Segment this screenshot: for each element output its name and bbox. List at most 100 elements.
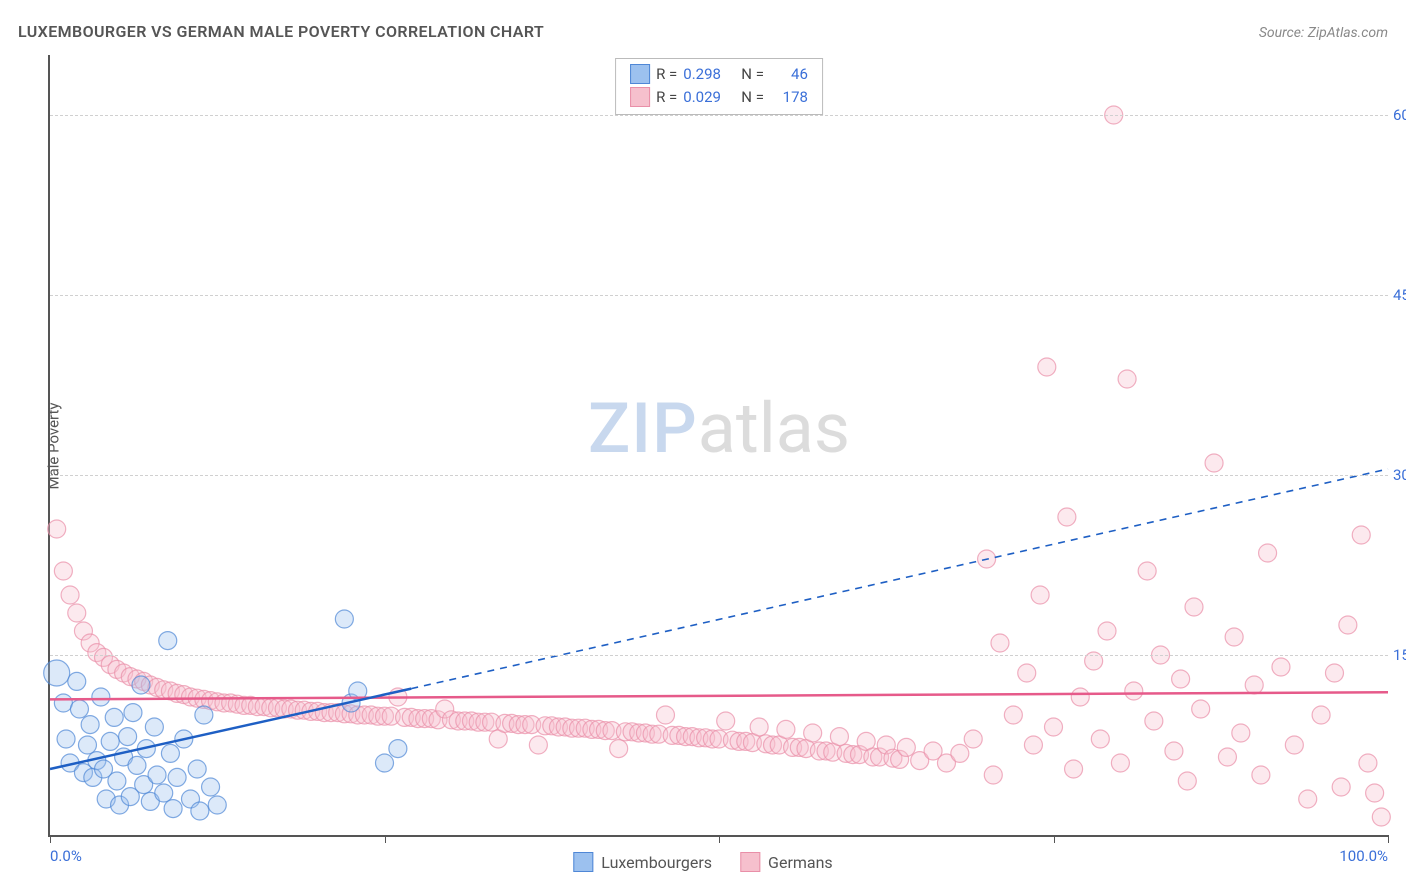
r-label: R = bbox=[656, 86, 677, 109]
scatter-point bbox=[44, 660, 70, 686]
scatter-point bbox=[897, 738, 915, 756]
scatter-point bbox=[656, 706, 674, 724]
scatter-point bbox=[1285, 736, 1303, 754]
scatter-point bbox=[830, 728, 848, 746]
scatter-point bbox=[1111, 754, 1129, 772]
scatter-point bbox=[1332, 778, 1350, 796]
scatter-point bbox=[777, 720, 795, 738]
scatter-point bbox=[54, 562, 72, 580]
scatter-point bbox=[68, 672, 86, 690]
legend-swatch bbox=[630, 87, 650, 107]
scatter-point bbox=[717, 712, 735, 730]
scatter-point bbox=[1245, 676, 1263, 694]
scatter-point bbox=[1004, 706, 1022, 724]
scatter-point bbox=[1325, 664, 1343, 682]
scatter-point bbox=[108, 772, 126, 790]
legend-label: Luxembourgers bbox=[601, 853, 712, 872]
scatter-point bbox=[1178, 772, 1196, 790]
n-value: 46 bbox=[770, 63, 808, 86]
scatter-point bbox=[1232, 724, 1250, 742]
scatter-point bbox=[1366, 784, 1384, 802]
scatter-point bbox=[81, 716, 99, 734]
scatter-point bbox=[1259, 544, 1277, 562]
scatter-point bbox=[202, 778, 220, 796]
scatter-point bbox=[1299, 790, 1317, 808]
x-tick bbox=[385, 835, 386, 843]
scatter-point bbox=[1118, 370, 1136, 388]
scatter-point bbox=[48, 520, 66, 538]
correlation-row: R = 0.298 N = 46 bbox=[630, 63, 808, 86]
legend-label: Germans bbox=[768, 853, 833, 872]
scatter-point bbox=[1272, 658, 1290, 676]
correlation-box: R =0.298N =46R =0.029N =178 bbox=[615, 58, 823, 115]
scatter-point bbox=[128, 756, 146, 774]
x-tick bbox=[1388, 835, 1389, 843]
scatter-point bbox=[191, 802, 209, 820]
scatter-point bbox=[208, 796, 226, 814]
legend-item: Luxembourgers bbox=[573, 852, 712, 872]
x-tick bbox=[1054, 835, 1055, 843]
scatter-point bbox=[168, 768, 186, 786]
scatter-point bbox=[132, 676, 150, 694]
scatter-point bbox=[1125, 682, 1143, 700]
scatter-point bbox=[610, 740, 628, 758]
x-tick-label: 100.0% bbox=[1339, 847, 1388, 865]
scatter-point bbox=[1372, 808, 1390, 826]
header-row: LUXEMBOURGER VS GERMAN MALE POVERTY CORR… bbox=[18, 22, 1388, 41]
scatter-point bbox=[1071, 688, 1089, 706]
n-label: N = bbox=[741, 63, 764, 86]
scatter-point bbox=[1038, 358, 1056, 376]
scatter-point bbox=[1225, 628, 1243, 646]
scatter-point bbox=[1339, 616, 1357, 634]
scatter-point bbox=[155, 784, 173, 802]
scatter-point bbox=[54, 694, 72, 712]
scatter-point bbox=[1192, 700, 1210, 718]
bottom-legend: Luxembourgers Germans bbox=[573, 852, 832, 872]
scatter-point bbox=[1218, 748, 1236, 766]
n-value: 178 bbox=[770, 86, 808, 109]
scatter-point bbox=[389, 740, 407, 758]
x-tick bbox=[50, 835, 51, 843]
scatter-point bbox=[124, 704, 142, 722]
scatter-point bbox=[529, 736, 547, 754]
r-label: R = bbox=[656, 63, 677, 86]
legend-swatch bbox=[630, 64, 650, 84]
grid-line bbox=[50, 655, 1388, 656]
scatter-point bbox=[92, 688, 110, 706]
y-tick-label: 45.0% bbox=[1393, 286, 1406, 304]
source-credit: Source: ZipAtlas.com bbox=[1259, 25, 1388, 41]
plot-wrap: ZIPatlas R =0.298N =46R =0.029N =178 15.… bbox=[48, 55, 1388, 837]
y-tick-label: 60.0% bbox=[1393, 106, 1406, 124]
scatter-point bbox=[1352, 526, 1370, 544]
scatter-point bbox=[984, 766, 1002, 784]
scatter-point bbox=[804, 724, 822, 742]
grid-line bbox=[50, 475, 1388, 476]
scatter-point bbox=[1045, 718, 1063, 736]
scatter-point bbox=[1172, 670, 1190, 688]
scatter-point bbox=[991, 634, 1009, 652]
scatter-point bbox=[1359, 754, 1377, 772]
scatter-point bbox=[335, 610, 353, 628]
scatter-point bbox=[376, 754, 394, 772]
r-value: 0.298 bbox=[683, 63, 735, 86]
scatter-point bbox=[1165, 742, 1183, 760]
scatter-point bbox=[105, 708, 123, 726]
scatter-point bbox=[145, 718, 163, 736]
scatter-point bbox=[1031, 586, 1049, 604]
scatter-point bbox=[951, 744, 969, 762]
scatter-point bbox=[1098, 622, 1116, 640]
scatter-point bbox=[101, 732, 119, 750]
scatter-point bbox=[195, 706, 213, 724]
scatter-point bbox=[1138, 562, 1156, 580]
scatter-point bbox=[1018, 664, 1036, 682]
scatter-point bbox=[161, 744, 179, 762]
scatter-point bbox=[61, 586, 79, 604]
x-tick-label: 0.0% bbox=[50, 847, 82, 865]
scatter-point bbox=[1091, 730, 1109, 748]
scatter-point bbox=[148, 766, 166, 784]
chart-title: LUXEMBOURGER VS GERMAN MALE POVERTY CORR… bbox=[18, 22, 544, 41]
y-tick-label: 30.0% bbox=[1393, 466, 1406, 484]
scatter-point bbox=[119, 728, 137, 746]
n-label: N = bbox=[741, 86, 764, 109]
scatter-point bbox=[1065, 760, 1083, 778]
